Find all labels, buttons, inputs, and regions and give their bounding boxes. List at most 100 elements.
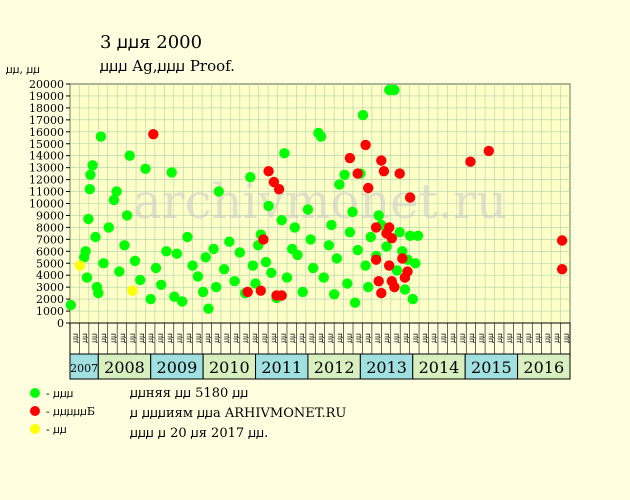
month-tick-label: ꙡꙡ: [420, 333, 429, 343]
month-tick-label: ꙡꙡ: [203, 333, 212, 343]
legend-label: - ꙡꙡ: [46, 422, 67, 436]
year-label: 2008: [104, 358, 145, 377]
data-point: [349, 297, 361, 308]
data-point: [182, 231, 193, 243]
data-point: [258, 234, 269, 245]
month-tick-label: ꙡꙡ: [71, 333, 80, 343]
year-band: [359, 353, 414, 380]
year-label: 2009: [157, 358, 198, 377]
data-point: [90, 231, 101, 243]
month-tick-label: ꙡꙡ: [533, 333, 542, 343]
data-point: [302, 204, 314, 215]
data-point: [148, 129, 159, 140]
data-point: [347, 206, 358, 218]
data-point: [308, 262, 319, 274]
data-point: [352, 168, 363, 179]
month-tick-label: ꙡꙡ: [231, 333, 240, 343]
month-tick-label: ꙡꙡ: [335, 333, 344, 343]
month-tick-label: ꙡꙡ: [354, 333, 363, 343]
year-band: [464, 353, 519, 380]
data-point: [156, 279, 167, 290]
month-tick-label: ꙡꙡ: [524, 333, 533, 343]
chart-title: 3 ꙡꙡя 2000: [100, 32, 203, 53]
data-point: [315, 131, 327, 142]
data-point: [111, 186, 122, 197]
data-point: [326, 219, 337, 231]
month-tick-label: ꙡꙡ: [288, 333, 297, 343]
month-tick-label: ꙡꙡ: [146, 333, 155, 343]
data-point: [211, 281, 222, 293]
legend-item: - ꙡꙡꙡꙡꙡБ: [30, 402, 95, 420]
data-point: [404, 230, 416, 241]
title-block: 3 ꙡꙡя 2000 ꙡꙡꙡ Ag,ꙡꙡꙡ Proof.: [100, 32, 235, 76]
data-point: [83, 213, 94, 225]
data-point: [407, 293, 418, 305]
year-band: [517, 353, 571, 380]
month-tick-label: ꙡꙡ: [156, 333, 165, 343]
month-tick-label: ꙡꙡ: [467, 333, 476, 343]
data-point: [410, 258, 421, 269]
data-point: [370, 254, 382, 265]
y-tick-label: 9000: [36, 209, 64, 222]
month-tick-label: ꙡꙡ: [118, 333, 127, 343]
data-point: [245, 172, 256, 183]
data-point: [556, 235, 568, 246]
data-point: [376, 287, 387, 299]
month-tick-label: ꙡꙡ: [278, 333, 287, 343]
y-tick-label: 6000: [36, 245, 64, 258]
data-point: [266, 267, 277, 278]
data-point: [268, 176, 280, 188]
data-point: [465, 156, 476, 167]
legend-item: - ꙡꙡꙡ: [30, 384, 95, 402]
data-point: [171, 248, 183, 259]
data-point: [342, 278, 353, 289]
month-tick-label: ꙡꙡ: [542, 333, 551, 343]
y-tick-label: 15000: [29, 138, 64, 151]
month-tick-label: ꙡꙡ: [373, 333, 382, 343]
data-point: [192, 271, 204, 282]
y-tick-label: 8000: [36, 221, 64, 234]
data-point: [305, 234, 316, 245]
month-tick-label: ꙡꙡ: [401, 333, 410, 343]
data-point: [281, 272, 293, 283]
month-tick-label: ꙡꙡ: [108, 333, 117, 343]
month-row: [69, 322, 571, 355]
data-point: [124, 150, 135, 161]
data-point: [323, 240, 335, 251]
year-label: 2013: [366, 358, 407, 377]
note-line-source: ꙡ ꙡꙡꙡиям ꙡꙡа ARHIVMONET.RU: [130, 406, 347, 421]
data-point: [391, 265, 403, 276]
data-point: [203, 303, 214, 314]
month-tick-label: ꙡꙡ: [458, 333, 467, 343]
data-point: [289, 222, 300, 233]
data-point: [95, 131, 107, 142]
data-point: [483, 145, 494, 157]
data-point: [121, 210, 133, 221]
month-tick-label: ꙡꙡ: [476, 333, 485, 343]
month-tick-label: ꙡꙡ: [241, 333, 250, 343]
data-point: [394, 227, 405, 238]
data-point: [129, 255, 141, 267]
year-band: [412, 353, 466, 380]
data-point: [318, 272, 329, 283]
data-point: [556, 264, 568, 275]
data-point: [242, 286, 253, 298]
data-point: [352, 244, 363, 256]
data-point: [360, 260, 371, 271]
y-tick-label: 13000: [29, 162, 64, 175]
month-tick-label: ꙡꙡ: [429, 333, 438, 343]
data-point: [166, 167, 177, 178]
note-line-date: ꙡꙡꙡ ꙡ 20 ꙡя 2017 ꙡꙡ.: [130, 426, 269, 441]
data-point: [384, 260, 395, 271]
year-label: 2014: [419, 358, 460, 377]
data-point: [197, 286, 209, 298]
y-tick-label: 11000: [29, 186, 64, 199]
legend-label: - ꙡꙡꙡ: [46, 386, 74, 400]
month-tick-label: ꙡꙡ: [212, 333, 221, 343]
y-tick-label: 19000: [29, 90, 64, 103]
data-point: [74, 260, 86, 271]
month-tick-label: ꙡꙡ: [410, 333, 419, 343]
data-point: [399, 284, 411, 295]
data-point: [386, 233, 397, 244]
y-tick-label: 5000: [36, 257, 64, 270]
